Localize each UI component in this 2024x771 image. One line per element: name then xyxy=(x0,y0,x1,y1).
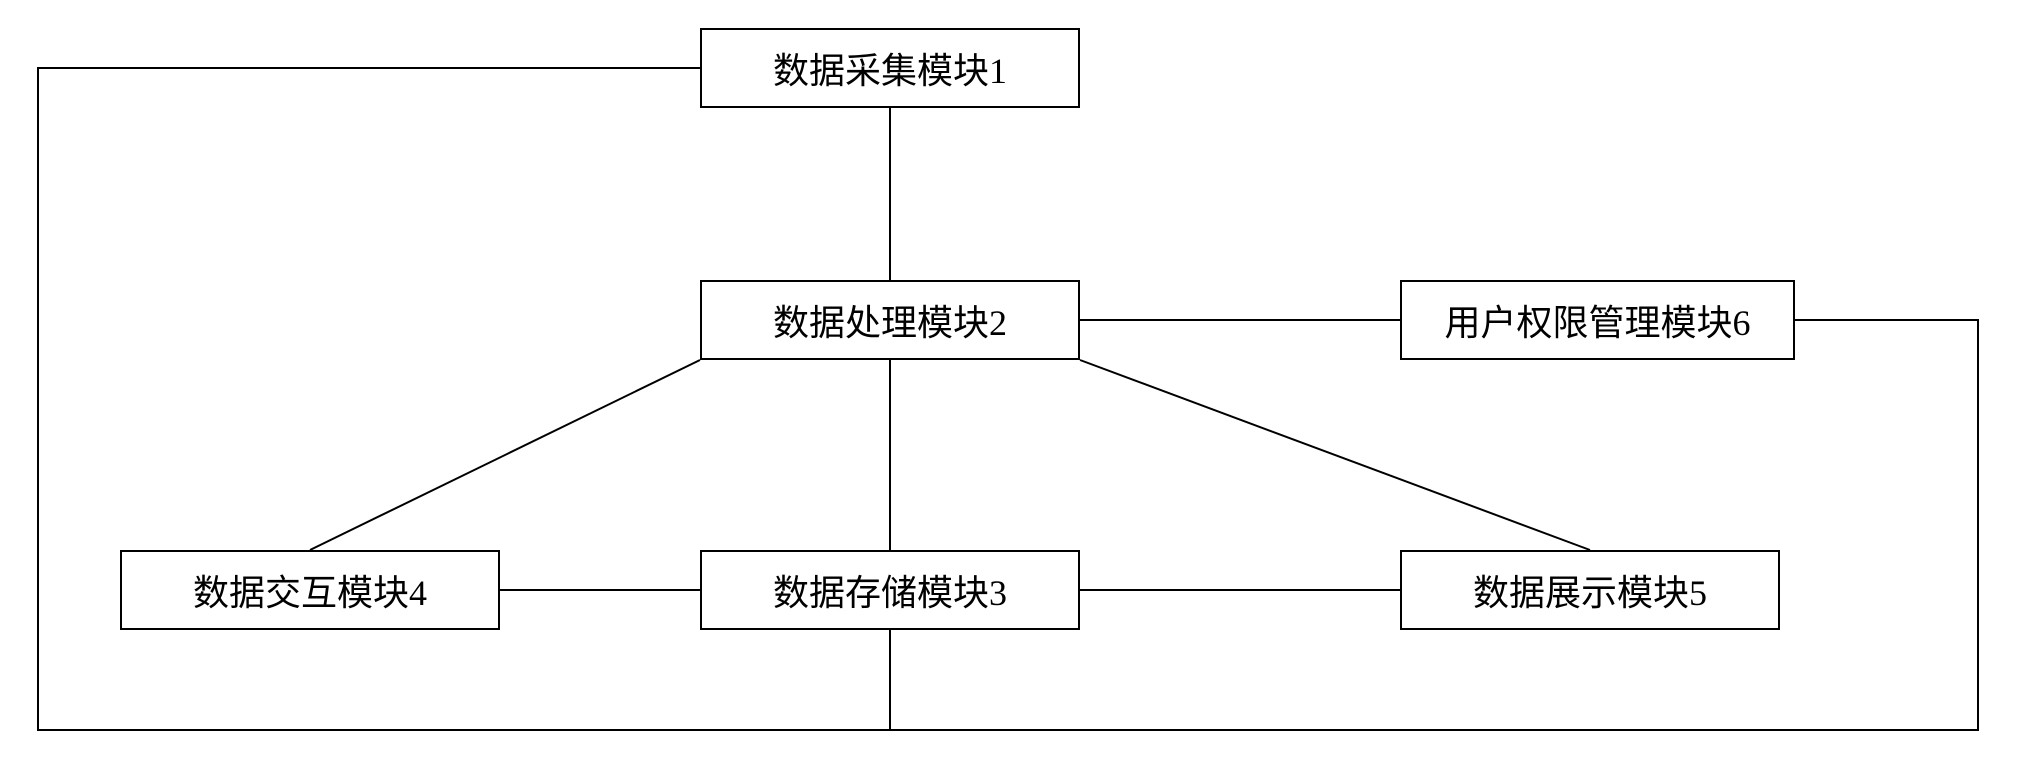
edge xyxy=(310,360,700,550)
node-label: 数据处理模块2 xyxy=(773,294,1007,346)
node-label: 数据展示模块5 xyxy=(1473,564,1707,616)
edges-layer xyxy=(0,0,2024,771)
diagram-canvas: 数据采集模块1 数据处理模块2 数据存储模块3 数据交互模块4 数据展示模块5 … xyxy=(0,0,2024,771)
edge xyxy=(38,68,890,730)
node-data-interaction-4: 数据交互模块4 xyxy=(120,550,500,630)
node-label: 数据交互模块4 xyxy=(193,564,427,616)
node-label: 数据存储模块3 xyxy=(773,564,1007,616)
node-data-display-5: 数据展示模块5 xyxy=(1400,550,1780,630)
node-data-processing-2: 数据处理模块2 xyxy=(700,280,1080,360)
edge xyxy=(1080,360,1590,550)
node-label: 数据采集模块1 xyxy=(773,42,1007,94)
node-data-collection-1: 数据采集模块1 xyxy=(700,28,1080,108)
node-data-storage-3: 数据存储模块3 xyxy=(700,550,1080,630)
node-user-permission-6: 用户权限管理模块6 xyxy=(1400,280,1795,360)
node-label: 用户权限管理模块6 xyxy=(1444,294,1750,346)
edge xyxy=(890,320,1978,730)
